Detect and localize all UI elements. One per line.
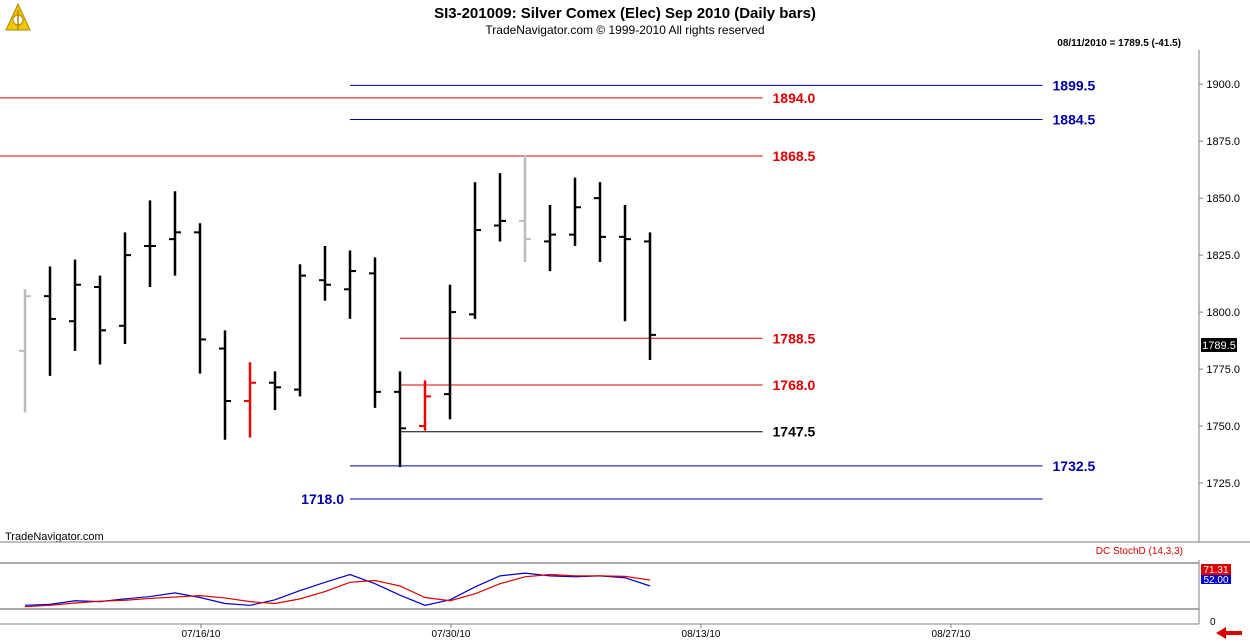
price-tick-label: 1800.0 (1206, 307, 1240, 319)
tradenavigator-logo-icon (2, 2, 34, 34)
time-tick-label: 08/13/10 (682, 629, 721, 640)
ohlc-bar-10 (269, 371, 281, 411)
level-label-6: 1747.5 (773, 424, 816, 440)
price-tick-label: 1750.0 (1206, 421, 1240, 433)
ohlc-bar-3 (94, 275, 106, 365)
ohlc-bar-19 (494, 173, 506, 242)
ohlc-bar-23 (594, 182, 606, 262)
price-tag-label: 1789.5 (1202, 340, 1236, 352)
price-tick-label: 1825.0 (1206, 250, 1240, 262)
ohlc-bar-16 (419, 380, 431, 431)
ohlc-bar-1 (44, 266, 56, 376)
level-label-7: 1732.5 (1053, 458, 1096, 474)
level-label-4: 1788.5 (773, 330, 816, 346)
ohlc-bar-20 (519, 154, 531, 262)
scroll-left-arrow-icon[interactable] (1212, 626, 1246, 640)
ohlc-bar-24 (619, 204, 631, 322)
ohlc-bar-5 (144, 200, 156, 288)
ohlc-bar-4 (119, 232, 131, 344)
stoch-lines (24, 572, 651, 608)
stoch-value-tags: 52.00 71.31 0 (1201, 564, 1231, 628)
ohlc-bar-21 (544, 204, 556, 272)
price-tick-label: 1900.0 (1206, 79, 1240, 91)
ohlc-bar-0 (19, 289, 31, 413)
price-bars (19, 154, 656, 468)
ohlc-bar-17 (444, 284, 456, 420)
price-tick-labels: 1725.0 1750.0 1775.0 1800.0 1825.0 1850.0 1875… (1199, 79, 1240, 490)
price-tick-label: 1850.0 (1206, 193, 1240, 205)
stoch-title: DC StochD (14,3,3) (1096, 546, 1183, 557)
price-tag: 1789.5 (1201, 338, 1237, 352)
chart-subtitle: TradeNavigator.com © 1999-2010 All right… (485, 23, 764, 37)
ohlc-bar-15 (394, 371, 406, 468)
time-tick-label: 08/27/10 (932, 629, 971, 640)
price-tick-label: 1725.0 (1206, 478, 1240, 490)
ohlc-bar-13 (344, 250, 356, 319)
price-tick-label: 1875.0 (1206, 136, 1240, 148)
ohlc-bar-2 (69, 259, 81, 351)
ohlc-bar-11 (294, 264, 306, 397)
ohlc-bar-7 (194, 223, 206, 374)
time-tick-label: 07/30/10 (432, 629, 471, 640)
stoch-k-tag: 52.00 (1203, 575, 1228, 586)
level-label-2: 1884.5 (1053, 112, 1096, 128)
support-resistance-levels: 1899.5 1894.0 1884.5 1868.5 1788.5 1768.0 1747… (0, 77, 1096, 507)
stoch-d-tag: 71.31 (1203, 565, 1228, 576)
stoch-zero-label: 0 (1210, 617, 1216, 628)
price-tick-label: 1775.0 (1206, 364, 1240, 376)
ohlc-bar-14 (369, 257, 381, 408)
last-bar-info: 08/11/2010 = 1789.5 (-41.5) (1057, 38, 1181, 49)
watermark: TradeNavigator.com (5, 531, 104, 543)
ohlc-bar-8 (219, 330, 231, 440)
ohlc-bar-22 (569, 177, 581, 246)
ohlc-bar-18 (469, 182, 481, 319)
ohlc-bar-9 (244, 362, 256, 438)
level-label-8: 1718.0 (301, 491, 344, 507)
ohlc-bar-25 (644, 232, 656, 360)
time-axis-labels: 07/16/10 07/30/10 08/13/10 08/27/10 (182, 624, 971, 640)
level-label-3: 1868.5 (773, 148, 816, 164)
stoch-series-1 (24, 573, 651, 608)
ohlc-bar-6 (169, 191, 181, 276)
ohlc-bar-12 (319, 246, 331, 301)
time-tick-label: 07/16/10 (182, 629, 221, 640)
level-label-1: 1894.0 (773, 90, 816, 106)
chart-title: SI3-201009: Silver Comex (Elec) Sep 2010… (434, 5, 816, 22)
level-label-5: 1768.0 (773, 377, 816, 393)
level-label-0: 1899.5 (1053, 77, 1096, 93)
